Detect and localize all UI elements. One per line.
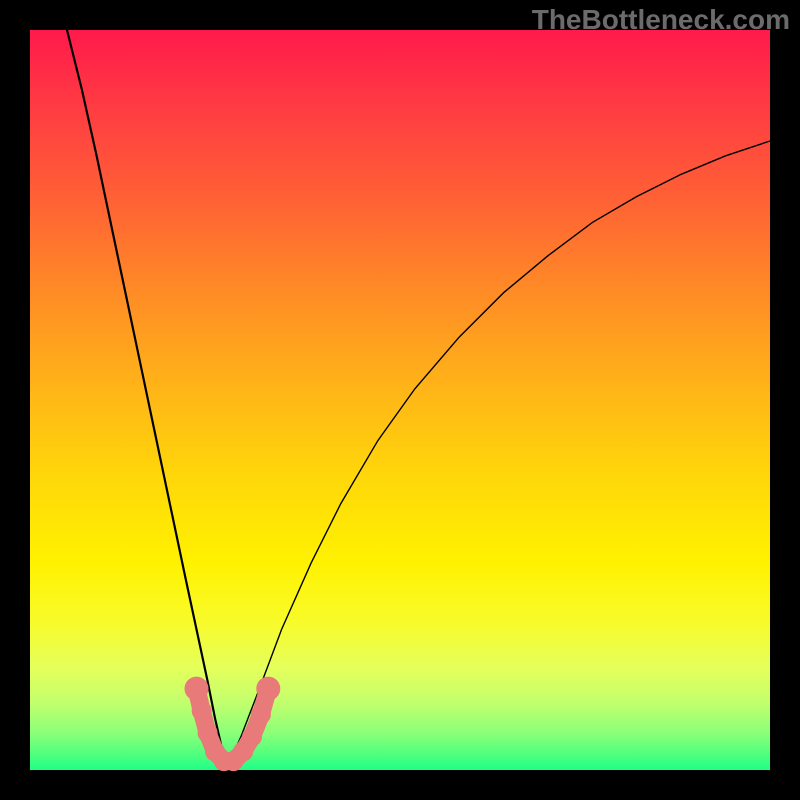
watermark-text: TheBottleneck.com [532, 4, 790, 36]
bottleneck-curve-chart [0, 0, 800, 800]
chart-container: TheBottleneck.com [0, 0, 800, 800]
